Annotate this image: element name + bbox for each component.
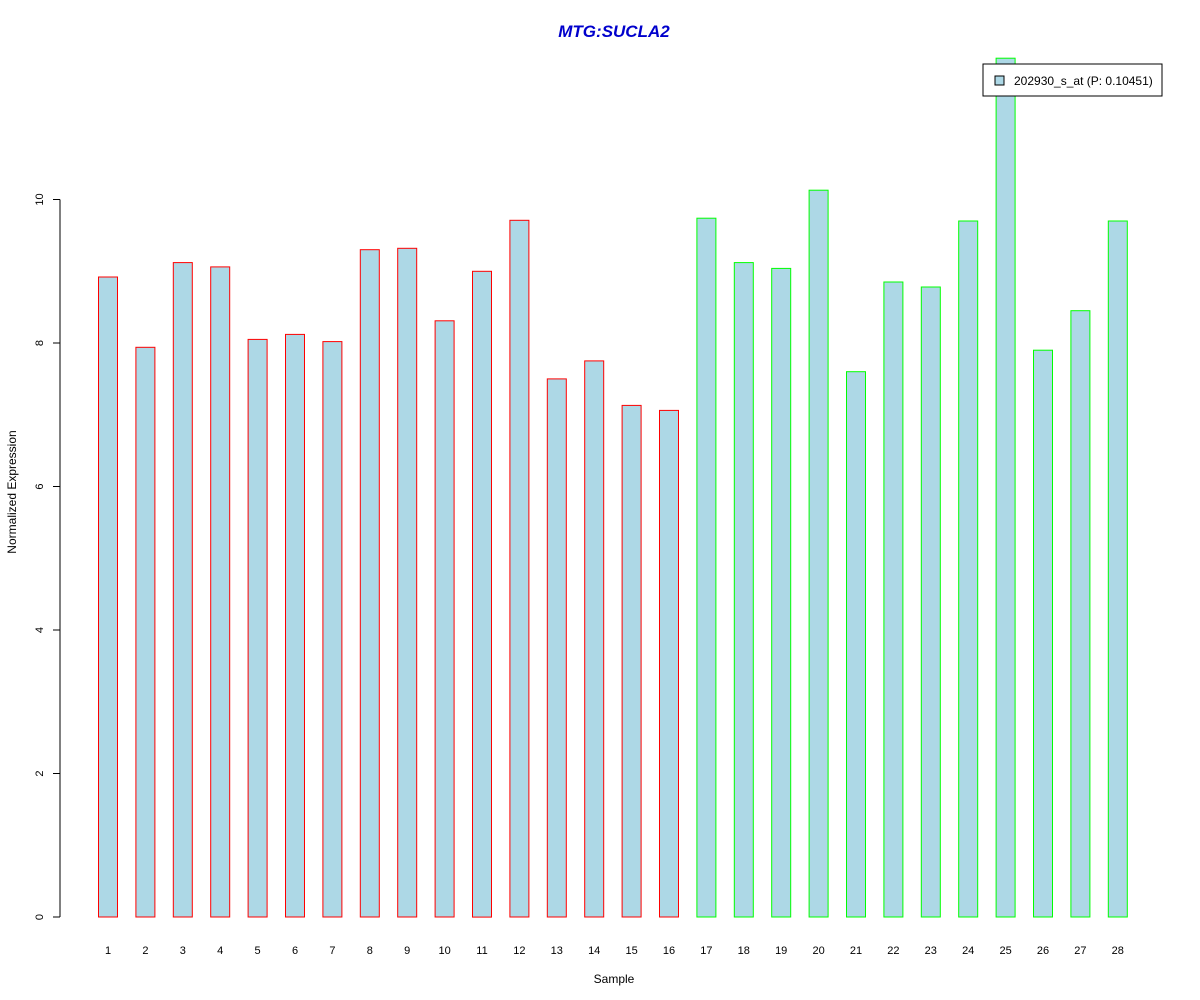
bar-sample-25 [995, 57, 1016, 918]
y-tick-label: 4 [34, 627, 46, 633]
bar-sample-20 [808, 189, 829, 918]
x-tick-label: 13 [551, 945, 563, 957]
x-tick-label: 22 [887, 945, 899, 957]
y-tick-label: 10 [34, 193, 46, 205]
bar-sample-28 [1107, 220, 1128, 918]
x-tick-label: 16 [663, 945, 675, 957]
x-tick-label: 26 [1037, 945, 1049, 957]
legend: 202930_s_at (P: 0.10451) [982, 63, 1163, 97]
x-tick-label: 11 [476, 945, 487, 957]
x-tick-label: 4 [217, 945, 223, 957]
x-tick-label: 1 [105, 945, 111, 957]
bar-sample-14 [584, 360, 605, 918]
x-tick-label: 18 [738, 945, 750, 957]
bar-sample-13 [546, 378, 567, 918]
x-tick-label: 27 [1074, 945, 1086, 957]
bar-sample-9 [397, 247, 418, 918]
x-tick-label: 25 [999, 945, 1011, 957]
x-tick-label: 28 [1112, 945, 1124, 957]
bar-sample-15 [621, 404, 642, 918]
bar-sample-27 [1070, 310, 1091, 918]
bars-group [98, 57, 1128, 918]
y-tick-label: 6 [34, 483, 46, 489]
chart-title: MTG:SUCLA2 [558, 22, 670, 41]
y-axis: 0 2 4 6 8 10 [34, 193, 61, 920]
bar-sample-5 [247, 338, 268, 918]
bar-sample-6 [285, 333, 305, 918]
bar-sample-3 [172, 262, 193, 918]
x-tick-label: 7 [329, 945, 335, 957]
x-tick-label: 21 [850, 945, 862, 957]
x-tick-label: 15 [625, 945, 637, 957]
x-tick-label: 12 [513, 945, 525, 957]
x-tick-labels: 1 2 3 4 5 6 7 8 9 10 11 12 13 14 15 16 17 18 19 20 21 22 23 24 2… [105, 945, 1124, 957]
bar-sample-12 [509, 219, 530, 918]
bar-sample-19 [771, 267, 792, 918]
bar-sample-11 [472, 270, 492, 918]
bar-sample-17 [696, 217, 717, 918]
x-tick-label: 6 [292, 945, 298, 957]
x-tick-label: 10 [438, 945, 450, 957]
bar-sample-24 [958, 220, 979, 918]
x-tick-label: 9 [404, 945, 410, 957]
y-axis-label: Normalized Expression [5, 430, 19, 553]
bar-sample-18 [733, 262, 754, 918]
x-tick-label: 20 [812, 945, 824, 957]
x-tick-label: 14 [588, 945, 600, 957]
x-tick-label: 5 [255, 945, 261, 957]
x-tick-label: 24 [962, 945, 974, 957]
x-tick-label: 23 [925, 945, 937, 957]
x-tick-label: 3 [180, 945, 186, 957]
bar-sample-7 [322, 341, 343, 918]
bar-sample-1 [98, 276, 118, 918]
bar-sample-23 [920, 286, 941, 918]
bar-sample-22 [883, 281, 904, 918]
x-tick-label: 8 [367, 945, 373, 957]
bar-sample-26 [1033, 349, 1053, 918]
bar-sample-10 [434, 320, 455, 918]
x-tick-label: 2 [142, 945, 148, 957]
legend-box [982, 63, 1163, 97]
legend-series-label: 202930_s_at (P: 0.10451) [1014, 74, 1153, 88]
x-tick-label: 17 [700, 945, 712, 957]
bar-sample-4 [210, 266, 231, 918]
y-tick-label: 2 [34, 770, 46, 776]
x-axis-label: Sample [594, 972, 635, 986]
legend-swatch [994, 75, 1005, 86]
y-tick-label: 8 [34, 340, 46, 346]
bar-sample-2 [135, 346, 156, 918]
bar-sample-21 [846, 371, 866, 918]
bar-sample-8 [359, 249, 380, 918]
y-tick-label: 0 [34, 914, 46, 920]
bar-sample-16 [659, 409, 679, 918]
x-tick-label: 19 [775, 945, 787, 957]
